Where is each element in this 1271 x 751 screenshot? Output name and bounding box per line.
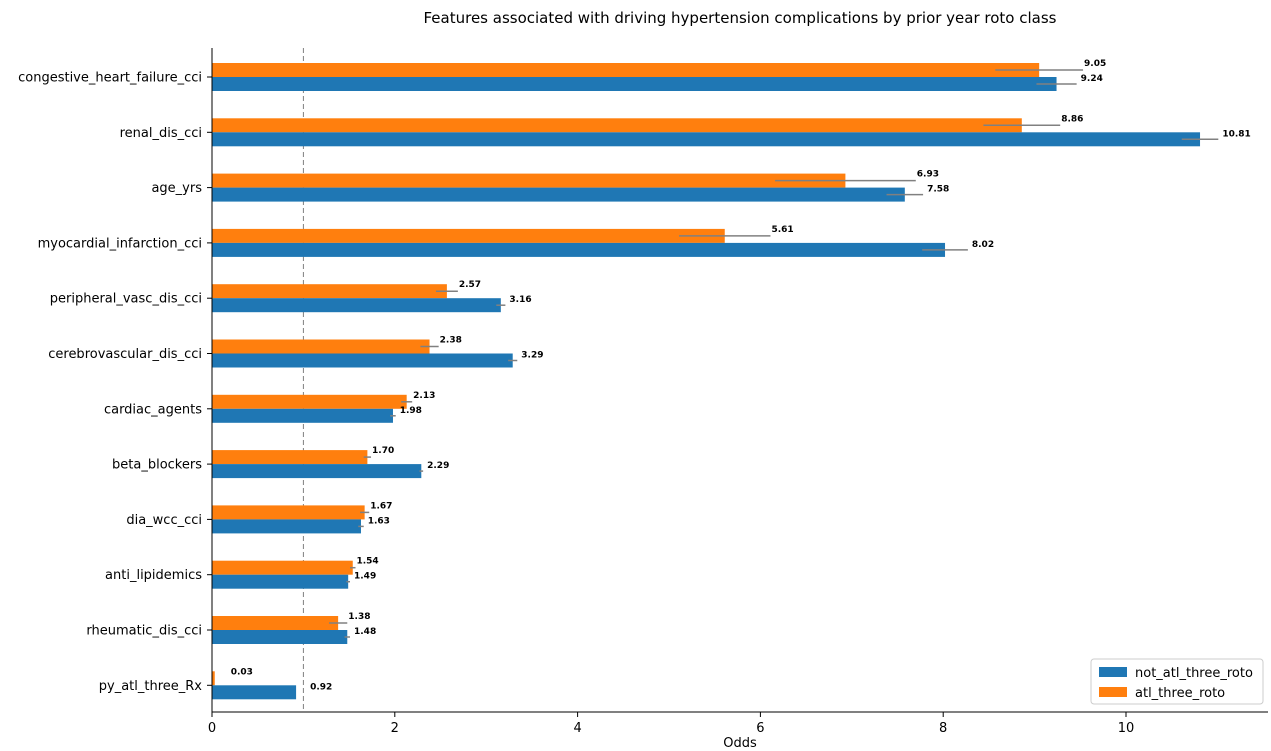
value-label: 8.86 (1061, 114, 1083, 124)
bar-not-atl-three-roto (212, 408, 393, 423)
plot-area: congestive_heart_failure_cci 9.05 9.24 rena… (18, 48, 1268, 736)
value-label: 2.57 (459, 280, 481, 290)
chart-title: Features associated with driving hyperte… (423, 9, 1056, 27)
category-label: beta_blockers (112, 458, 202, 473)
value-label: 5.61 (771, 225, 793, 235)
value-label: 2.29 (427, 461, 449, 471)
value-label: 6.93 (917, 170, 939, 180)
bar-not-atl-three-roto (212, 132, 1201, 147)
bar-atl-three-roto (212, 173, 846, 188)
category-label: peripheral_vasc_dis_cci (50, 292, 202, 307)
value-label: 2.38 (440, 336, 462, 346)
category-label: rheumatic_dis_cci (86, 624, 202, 639)
category-label: cerebrovascular_dis_cci (48, 347, 202, 362)
value-label: 1.98 (400, 406, 422, 416)
bar-not-atl-three-roto (212, 519, 361, 534)
bar-not-atl-three-roto (212, 77, 1057, 91)
category-label: anti_lipidemics (105, 568, 202, 583)
legend: not_atl_three_roto atl_three_roto (1090, 658, 1264, 705)
legend-swatch (1099, 667, 1127, 677)
value-label: 7.58 (927, 185, 949, 195)
bar-atl-three-roto (212, 671, 215, 686)
x-axis-label: Odds (723, 736, 757, 751)
bar-atl-three-roto (212, 118, 1022, 133)
bar-atl-three-roto (212, 339, 430, 354)
category-label: myocardial_infarction_cci (38, 236, 202, 251)
bar-atl-three-roto (212, 284, 447, 299)
value-label: 9.05 (1084, 59, 1106, 69)
value-label: 0.03 (231, 667, 253, 677)
value-label: 10.81 (1222, 129, 1250, 139)
category-label: renal_dis_cci (120, 126, 202, 141)
category-label: congestive_heart_failure_cci (18, 71, 202, 86)
bar-atl-three-roto (212, 505, 365, 520)
bar-atl-three-roto (212, 560, 353, 575)
bar-atl-three-roto (212, 394, 407, 409)
bar-not-atl-three-roto (212, 574, 349, 589)
legend-swatch (1099, 687, 1127, 697)
value-label: 8.02 (972, 240, 994, 250)
value-label: 2.13 (413, 391, 435, 401)
bar-atl-three-roto (212, 228, 725, 243)
value-label: 1.63 (368, 516, 390, 526)
x-tick-label: 2 (391, 721, 399, 736)
value-label: 1.70 (372, 446, 394, 456)
value-label: 9.24 (1081, 74, 1103, 84)
category-label: py_atl_three_Rx (99, 679, 203, 694)
bar-not-atl-three-roto (212, 353, 513, 368)
bar-not-atl-three-roto (212, 464, 422, 479)
x-tick-label: 4 (573, 721, 581, 736)
category-label: dia_wcc_cci (126, 513, 202, 528)
bar-not-atl-three-roto (212, 298, 501, 313)
bar-atl-three-roto (212, 616, 339, 630)
value-label: 1.48 (354, 627, 376, 637)
x-tick-label: 8 (939, 721, 947, 736)
value-label: 1.49 (354, 572, 376, 582)
category-label: age_yrs (151, 181, 202, 196)
bar-not-atl-three-roto (212, 630, 348, 644)
bar-not-atl-three-roto (212, 242, 946, 257)
x-tick-label: 6 (756, 721, 764, 736)
x-tick-label: 0 (208, 721, 216, 736)
value-label: 1.67 (370, 501, 392, 511)
legend-box (1090, 658, 1264, 705)
value-label: 1.38 (348, 612, 370, 622)
bar-not-atl-three-roto (212, 187, 905, 202)
category-label: cardiac_agents (104, 402, 202, 417)
bar-not-atl-three-roto (212, 685, 297, 700)
value-label: 3.29 (521, 351, 543, 361)
bar-atl-three-roto (212, 450, 368, 465)
legend-entry: not_atl_three_roto (1135, 666, 1253, 681)
value-label: 3.16 (509, 295, 531, 305)
value-label: 0.92 (310, 682, 332, 692)
legend-entry: atl_three_roto (1135, 686, 1225, 701)
value-label: 1.54 (356, 557, 378, 567)
bar-atl-three-roto (212, 63, 1040, 77)
x-tick-label: 10 (1118, 721, 1135, 736)
